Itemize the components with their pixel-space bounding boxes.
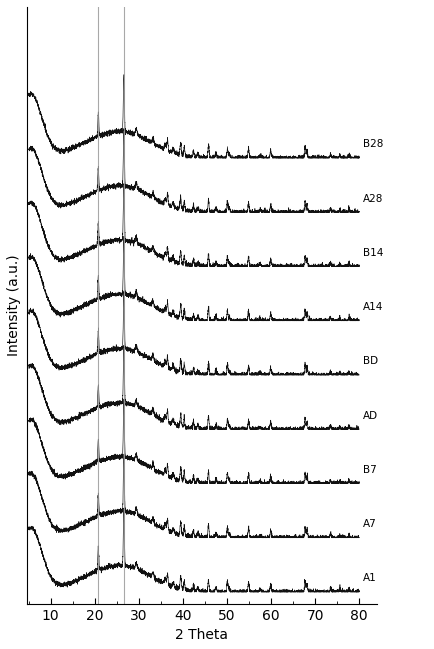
Y-axis label: Intensity (a.u.): Intensity (a.u.): [7, 254, 21, 356]
Text: B14: B14: [363, 248, 383, 258]
Text: A28: A28: [363, 194, 383, 204]
Text: A7: A7: [363, 519, 376, 529]
X-axis label: 2 Theta: 2 Theta: [175, 628, 228, 642]
Text: A1: A1: [363, 574, 376, 583]
Text: B7: B7: [363, 465, 376, 475]
Text: B28: B28: [363, 140, 383, 149]
Text: AD: AD: [363, 411, 378, 421]
Text: A14: A14: [363, 302, 383, 312]
Text: BD: BD: [363, 356, 378, 367]
